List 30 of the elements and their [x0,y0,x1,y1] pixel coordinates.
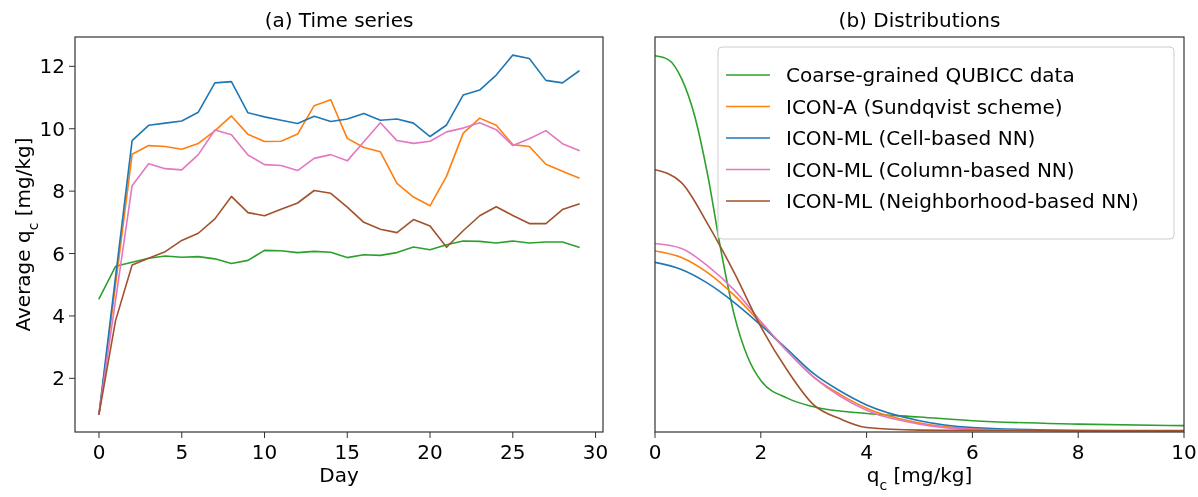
y-tick-label: 12 [39,54,65,79]
y-tick-label: 10 [39,116,65,141]
x-tick-label: 5 [175,440,189,464]
x-tick-label: 25 [500,440,526,464]
y-tick-label: 8 [52,179,65,204]
x-tick-label: 15 [334,440,360,464]
x-tick-label: 0 [648,440,662,464]
legend-label: ICON-ML (Cell-based NN) [786,126,1036,150]
legend-label: Coarse-grained QUBICC data [786,63,1075,87]
x-tick-label: 4 [860,440,873,464]
y-tick-label: 4 [52,303,65,328]
legend-label: ICON-A (Sundqvist scheme) [786,94,1063,119]
x-tick-label: 0 [92,440,106,464]
x-tick-label: 8 [1071,440,1085,464]
x-tick-label: 10 [1171,440,1197,464]
x-tick-label: 2 [754,440,768,464]
chart-title: (a) Time series [264,8,414,32]
y-tick-label: 2 [52,366,65,391]
x-axis-title: q$_{c}$ [mg/kg] [866,463,973,493]
line-series [98,189,580,416]
legend-label: ICON-ML (Neighborhood-based NN) [786,189,1139,213]
legend-label: ICON-ML (Column-based NN) [786,157,1075,182]
x-tick-label: 6 [966,440,979,464]
chart-title: (b) Distributions [838,8,1001,32]
x-tick-label: 10 [251,440,278,464]
x-tick-label: 20 [417,440,443,464]
x-axis-title: Day [319,463,359,487]
line-series [98,240,580,300]
y-tick-label: 6 [52,241,65,266]
x-tick-label: 30 [582,440,609,464]
